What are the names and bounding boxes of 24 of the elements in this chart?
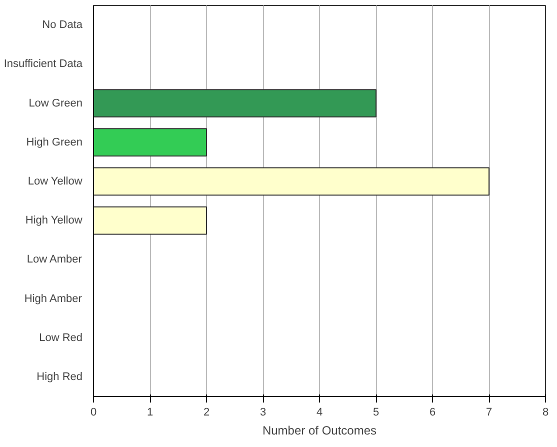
x-tick-label: 2 [203, 406, 210, 418]
y-tick-label: Low Yellow [28, 175, 82, 188]
x-tick-label: 6 [429, 406, 436, 418]
x-tick-label: 1 [146, 406, 154, 418]
bar [94, 128, 207, 157]
y-tick-label: No Data [42, 19, 84, 32]
x-tick-label: 4 [316, 406, 323, 418]
y-tick-label: High Amber [24, 292, 82, 305]
x-tick-label: 8 [542, 406, 549, 418]
bar [94, 206, 207, 235]
y-tick-label: High Red [36, 370, 82, 383]
x-tick-label: 0 [90, 406, 97, 418]
x-tick-label: 5 [372, 406, 380, 418]
y-tick-label: High Yellow [25, 214, 82, 227]
x-axis-title: Number of Outcomes [262, 424, 377, 438]
bar [94, 167, 490, 196]
y-tick-label: Low Amber [26, 254, 82, 266]
y-tick-label: Low Red [39, 332, 83, 344]
y-tick-label: High Green [26, 136, 83, 148]
bar [94, 89, 376, 118]
y-tick-label: Low Green [28, 97, 83, 110]
y-tick-label: Insufficient Data [4, 58, 84, 70]
x-tick-label: 3 [260, 406, 266, 418]
x-tick-label: 7 [486, 406, 492, 418]
